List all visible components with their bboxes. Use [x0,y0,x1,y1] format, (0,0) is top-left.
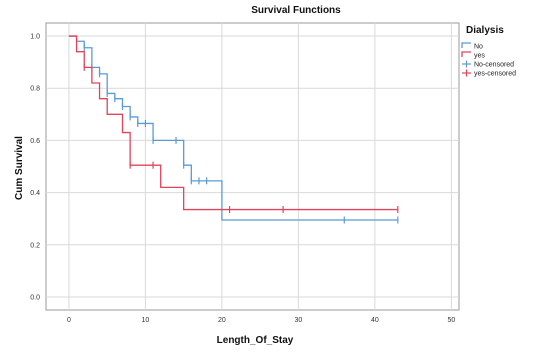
plot-area [45,22,460,311]
y-tick-labels: 0.0 0.2 0.4 0.6 0.8 1.0 [30,34,40,302]
chart-title: Survival Functions [251,5,341,16]
x-tick-label: 20 [218,317,226,324]
y-axis-label: Cum Survival [14,136,25,200]
y-tick-label: 0.2 [30,242,40,249]
x-axis-label: Length_Of_Stay [217,335,294,346]
x-tick-label: 50 [447,317,455,324]
legend-item-label: yes [474,53,485,60]
x-tick-label: 40 [371,317,379,324]
series-line-no [68,35,398,221]
y-tick-label: 0.0 [30,294,40,301]
x-tick-label: 30 [294,317,302,324]
y-tick-label: 0.8 [30,86,40,93]
x-tick-label: 10 [142,317,150,324]
legend-line-symbol [461,51,471,57]
legend-item-label: No [474,44,483,51]
legend-item-label: yes-censored [474,71,516,78]
legend: Dialysis No yes No-censored yes-censored [461,25,516,78]
grid-lines [46,23,459,310]
legend-line-symbol [461,42,471,48]
y-tick-label: 0.4 [30,190,40,197]
y-tick-label: 0.6 [30,138,40,145]
x-tick-labels: 0 10 20 30 40 50 [67,317,455,324]
series-layer [68,35,399,224]
legend-item-label: No-censored [474,62,514,69]
series-line-yes [68,35,398,211]
y-tick-label: 1.0 [30,34,40,41]
x-tick-label: 0 [67,317,71,324]
legend-title: Dialysis [466,25,504,36]
